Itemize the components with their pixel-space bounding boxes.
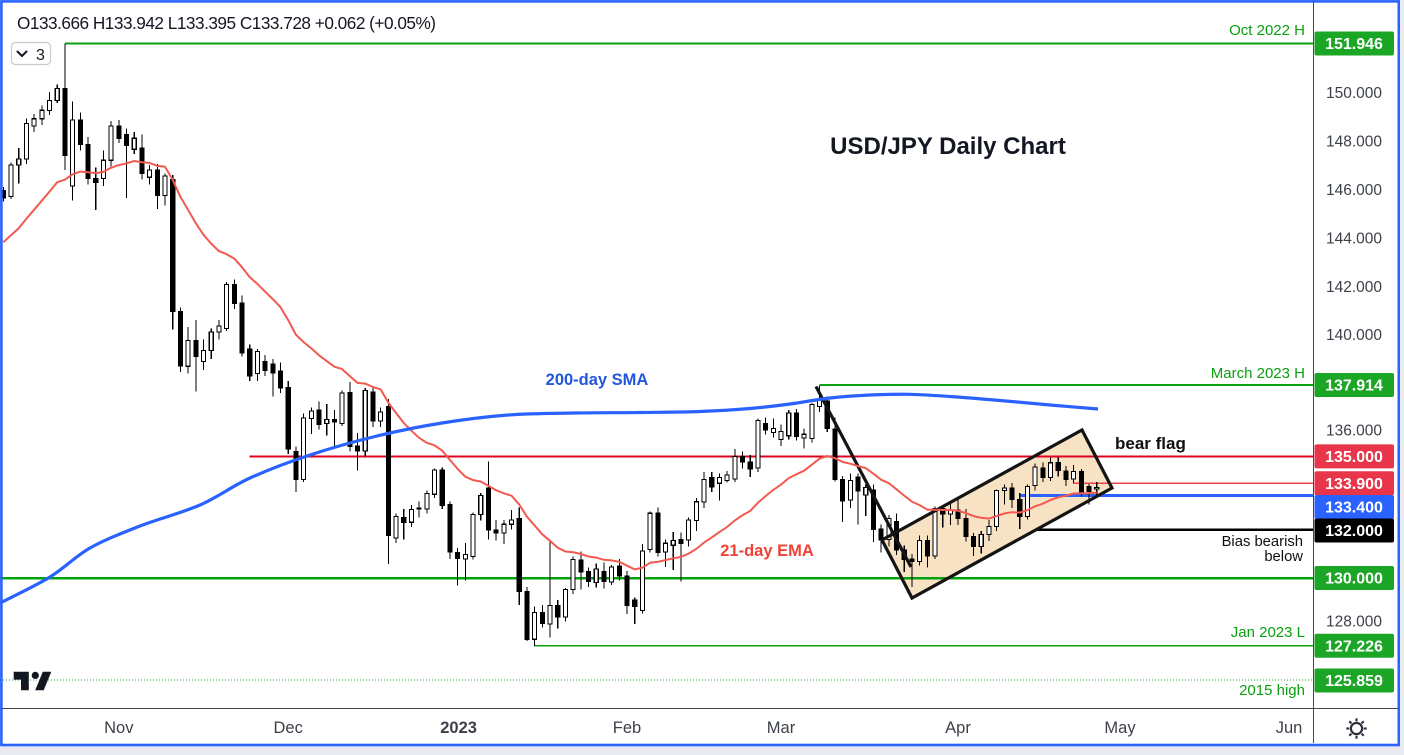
svg-text:125.859: 125.859 [1325,673,1383,690]
svg-text:May: May [1104,719,1136,737]
svg-text:Nov: Nov [104,719,134,737]
svg-text:3: 3 [36,47,45,64]
svg-text:135.000: 135.000 [1325,449,1383,466]
svg-text:bear flag: bear flag [1115,434,1186,453]
svg-text:Bias bearish: Bias bearish [1222,534,1303,550]
svg-text:142.000: 142.000 [1326,279,1382,296]
svg-text:137.914: 137.914 [1325,378,1383,395]
svg-text:below: below [1264,549,1303,565]
svg-text:148.000: 148.000 [1326,134,1382,151]
svg-text:133.900: 133.900 [1325,476,1383,493]
svg-text:127.226: 127.226 [1325,638,1383,655]
svg-text:200-day SMA: 200-day SMA [546,371,649,389]
svg-text:130.000: 130.000 [1325,571,1383,588]
svg-text:21-day EMA: 21-day EMA [720,542,814,560]
svg-text:144.000: 144.000 [1326,230,1382,247]
svg-text:151.946: 151.946 [1325,36,1383,53]
svg-text:128.000: 128.000 [1326,613,1382,630]
svg-text:140.000: 140.000 [1326,327,1382,344]
svg-text:132.000: 132.000 [1325,523,1383,540]
svg-text:March 2023 H: March 2023 H [1211,365,1305,382]
svg-text:Jun: Jun [1276,719,1303,737]
svg-text:USD/JPY Daily Chart: USD/JPY Daily Chart [830,133,1066,160]
svg-text:Jan 2023 L: Jan 2023 L [1231,624,1305,641]
svg-text:Mar: Mar [767,719,796,737]
svg-text:150.000: 150.000 [1326,85,1382,102]
svg-text:O133.666 H133.942 L133.395 C13: O133.666 H133.942 L133.395 C133.728 +0.0… [17,13,436,33]
svg-text:Apr: Apr [945,719,971,737]
svg-text:133.400: 133.400 [1325,500,1383,517]
svg-text:2015 high: 2015 high [1239,682,1305,699]
svg-text:Dec: Dec [274,719,303,737]
svg-text:Oct 2022 H: Oct 2022 H [1229,22,1305,39]
svg-text:136.000: 136.000 [1326,422,1382,439]
svg-text:Feb: Feb [613,719,641,737]
svg-text:2023: 2023 [440,719,477,737]
svg-text:146.000: 146.000 [1326,182,1382,199]
